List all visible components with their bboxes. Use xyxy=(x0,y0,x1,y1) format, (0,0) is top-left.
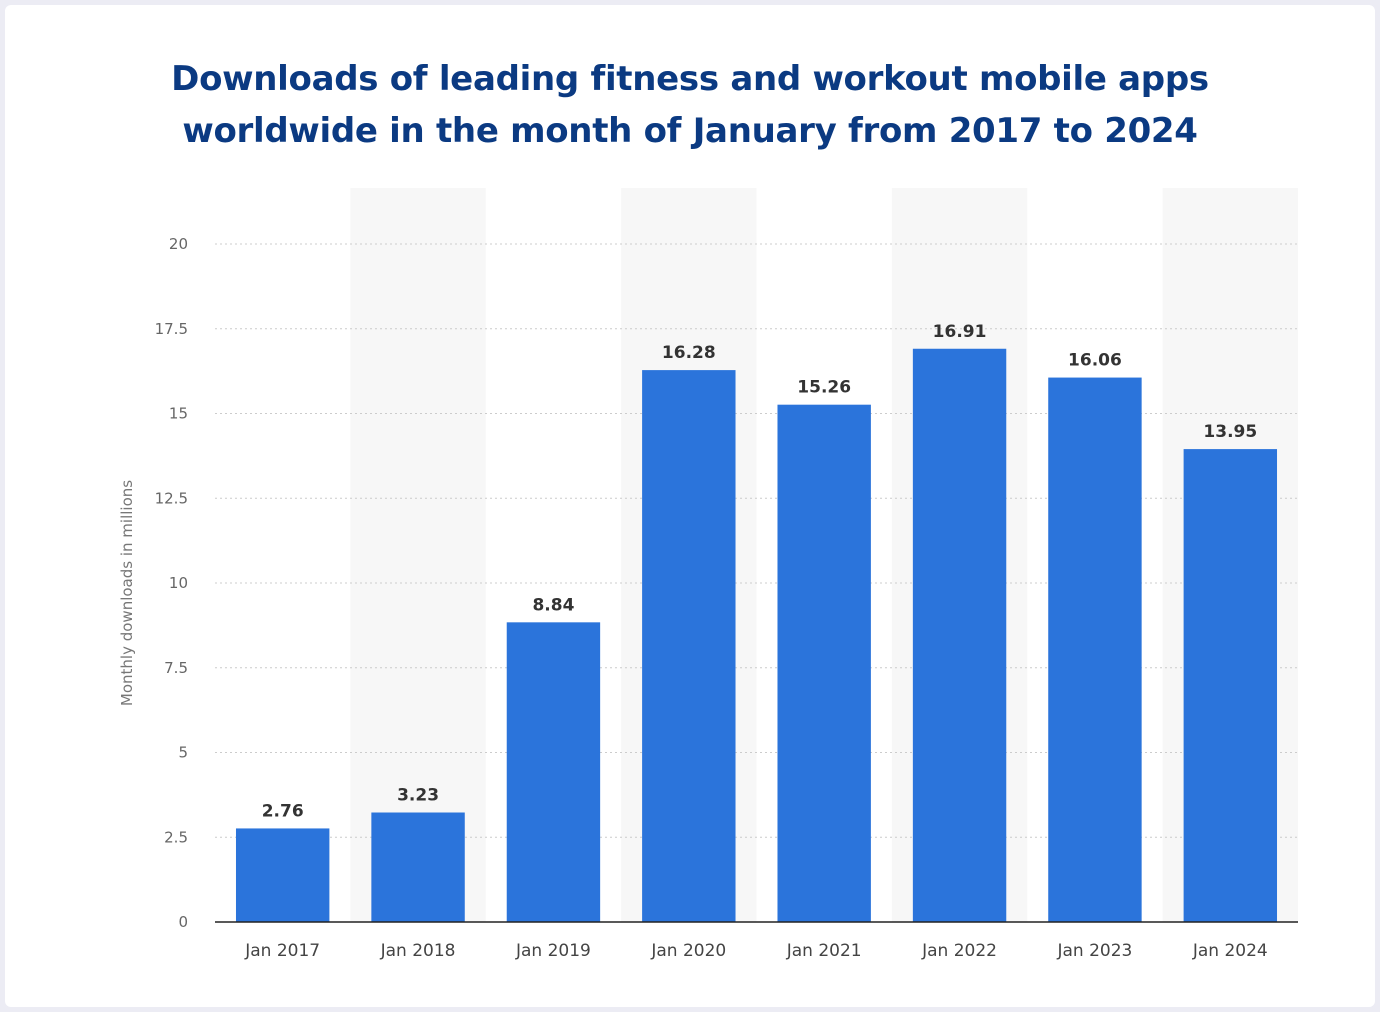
x-tick-label: Jan 2021 xyxy=(786,941,862,961)
bar xyxy=(777,404,871,922)
data-label: 16.28 xyxy=(662,343,716,363)
y-tick-label: 5 xyxy=(178,744,188,762)
x-tick-label: Jan 2024 xyxy=(1192,941,1268,961)
data-label: 15.26 xyxy=(797,378,851,398)
x-tick-label: Jan 2018 xyxy=(380,941,456,961)
y-tick-label: 15 xyxy=(169,405,188,423)
bar xyxy=(506,622,601,922)
y-tick-label: 7.5 xyxy=(164,659,188,677)
data-label: 16.91 xyxy=(933,322,987,342)
chart-title-line-2: worldwide in the month of January from 2… xyxy=(182,111,1198,151)
x-tick-label: Jan 2023 xyxy=(1057,941,1133,961)
data-label: 8.84 xyxy=(532,595,574,615)
data-label: 3.23 xyxy=(397,786,439,806)
y-axis-label: Monthly downloads in millions xyxy=(118,480,136,706)
data-label: 13.95 xyxy=(1203,422,1257,442)
data-label: 16.06 xyxy=(1068,351,1122,371)
bar xyxy=(371,812,465,922)
x-tick-label: Jan 2020 xyxy=(650,941,726,961)
bar xyxy=(1048,377,1142,922)
y-tick-label: 2.5 xyxy=(164,828,188,846)
y-tick-label: 12.5 xyxy=(155,489,188,507)
y-tick-label: 20 xyxy=(169,235,188,253)
bar xyxy=(1183,449,1278,922)
chart-title-line-1: Downloads of leading fitness and workout… xyxy=(171,59,1209,99)
x-tick-label: Jan 2017 xyxy=(244,941,320,961)
bar xyxy=(912,348,1007,923)
bar xyxy=(235,828,330,922)
y-tick-label: 17.5 xyxy=(155,320,188,338)
chart-title: Downloads of leading fitness and workout… xyxy=(5,53,1375,157)
y-tick-label: 10 xyxy=(169,574,188,592)
x-tick-label: Jan 2022 xyxy=(921,941,997,961)
x-tick-label: Jan 2019 xyxy=(515,941,591,961)
y-tick-label: 0 xyxy=(178,913,188,931)
data-label: 2.76 xyxy=(262,801,304,821)
bar xyxy=(642,370,736,922)
category-band xyxy=(350,188,486,922)
